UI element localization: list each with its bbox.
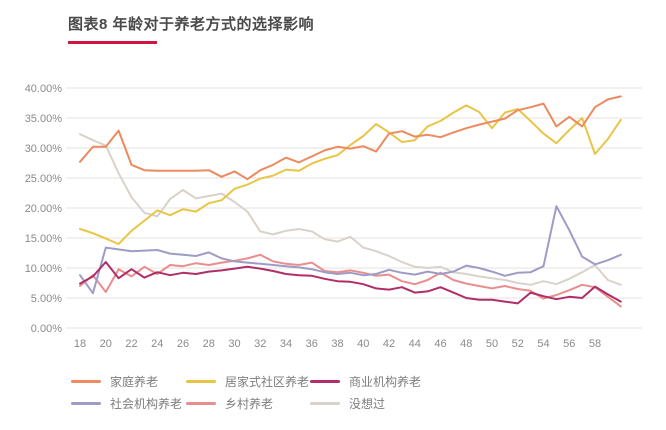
legend-swatch-icon: [71, 401, 101, 405]
x-axis-tick-label: 22: [125, 338, 137, 350]
series-line-没想过: [79, 133, 622, 286]
y-axis-tick-label: 40.00%: [25, 83, 63, 95]
legend-swatch-icon: [71, 379, 101, 383]
series-line-居家式社区养老: [79, 104, 622, 245]
title-underline-accent: [68, 41, 157, 44]
y-axis-tick-label: 20.00%: [25, 203, 63, 215]
legend-label: 没想过: [349, 396, 386, 411]
x-axis-tick-label: 28: [203, 338, 215, 350]
legend-swatch-icon: [310, 401, 340, 405]
x-axis-tick-label: 38: [331, 338, 343, 350]
legend-item-没想过: 没想过: [310, 395, 421, 412]
legend-swatch-icon: [186, 379, 216, 383]
series-line-商业机构养老: [79, 261, 622, 305]
y-axis-tick-label: 15.00%: [25, 233, 63, 245]
y-axis-tick-label: 10.00%: [25, 263, 63, 275]
chart-title: 图表8 年龄对于养老方式的选择影响: [68, 16, 315, 33]
y-axis-tick-label: 35.00%: [25, 113, 63, 125]
x-axis-tick-label: 36: [306, 338, 318, 350]
legend-swatch-icon: [186, 401, 216, 405]
x-axis-tick-label: 46: [434, 338, 446, 350]
x-axis-tick-label: 50: [486, 338, 498, 350]
x-axis-tick-label: 42: [383, 338, 395, 350]
legend-swatch-icon: [310, 379, 340, 383]
legend-label: 社会机构养老: [110, 396, 183, 411]
x-axis-tick-label: 58: [589, 338, 601, 350]
series-line-乡村养老: [79, 253, 622, 308]
y-axis-tick-label: 0.00%: [31, 323, 62, 335]
x-axis-tick-label: 20: [100, 338, 112, 350]
x-axis-tick-label: 56: [563, 338, 575, 350]
x-axis-tick-label: 34: [280, 338, 292, 350]
x-axis-tick-label: 48: [460, 338, 472, 350]
x-axis-tick-label: 40: [357, 338, 369, 350]
y-axis-tick-label: 5.00%: [31, 293, 62, 305]
legend-item-居家式社区养老: 居家式社区养老: [186, 373, 310, 390]
series-line-家庭养老: [79, 95, 622, 181]
x-axis-tick-label: 18: [74, 338, 86, 350]
y-axis-tick-label: 30.00%: [25, 143, 63, 155]
x-axis-tick-label: 30: [228, 338, 240, 350]
y-axis-tick-label: 25.00%: [25, 173, 63, 185]
x-axis-tick-label: 52: [512, 338, 524, 350]
legend-item-社会机构养老: 社会机构养老: [71, 395, 186, 412]
x-axis-tick-label: 26: [177, 338, 189, 350]
x-axis-tick-label: 54: [537, 338, 549, 350]
x-axis-tick-label: 32: [254, 338, 266, 350]
legend-item-商业机构养老: 商业机构养老: [310, 373, 421, 390]
legend-item-乡村养老: 乡村养老: [186, 395, 310, 412]
x-axis-tick-label: 44: [409, 338, 421, 350]
x-axis-tick-label: 24: [151, 338, 163, 350]
legend-item-家庭养老: 家庭养老: [71, 373, 186, 390]
legend-label: 商业机构养老: [349, 374, 422, 389]
series-line-社会机构养老: [79, 205, 622, 295]
legend-label: 家庭养老: [110, 374, 159, 389]
legend-label: 乡村养老: [225, 396, 274, 411]
legend-label: 居家式社区养老: [225, 374, 310, 389]
chart-legend: 家庭养老 居家式社区养老 商业机构养老社会机构养老 乡村养老 没想过: [71, 370, 421, 414]
